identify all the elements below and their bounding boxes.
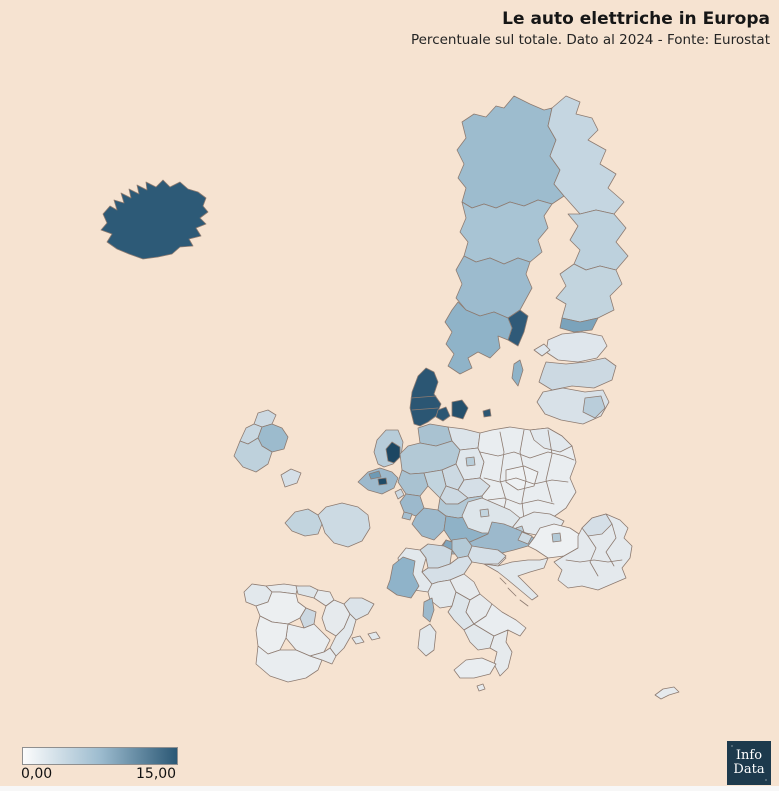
region-spain-andalusia	[255, 645, 323, 683]
border-poland-internal	[479, 429, 575, 520]
border-romania-internal	[565, 523, 623, 577]
region-gotland	[511, 359, 524, 387]
region-berlin	[465, 456, 476, 467]
region-latvia	[538, 357, 617, 391]
legend-gradient-bar	[22, 747, 178, 765]
region-netherlands-dark	[385, 441, 401, 464]
region-finland-lappi	[547, 95, 625, 215]
region-sweden-north	[456, 95, 565, 209]
region-de-nrw	[397, 469, 429, 497]
region-croatia	[483, 557, 549, 601]
region-prague	[479, 508, 490, 518]
region-italy-puglia	[473, 603, 527, 637]
region-finland-south	[555, 263, 623, 323]
croatia-islands	[499, 577, 529, 607]
header: Le auto elettriche in Europa Percentuale…	[411, 9, 770, 48]
logo-line-1: Info	[735, 747, 763, 763]
map-regions	[100, 95, 680, 700]
region-madrid	[299, 607, 317, 629]
region-vilnius	[582, 395, 606, 419]
region-sweden-svealand	[455, 255, 533, 319]
region-denmark-zealand	[451, 399, 469, 420]
region-belgium-antwerp	[368, 470, 382, 480]
region-vienna	[517, 531, 533, 545]
region-romania	[553, 513, 633, 591]
region-cyprus	[654, 686, 680, 700]
region-italy-emilia	[421, 555, 473, 585]
region-sicily	[453, 657, 497, 679]
region-ireland-south	[233, 437, 273, 473]
region-spain-castilemancha	[285, 623, 331, 657]
region-france-north	[280, 468, 302, 488]
legend-min-label: 0,00	[21, 766, 53, 782]
region-luxembourg	[394, 488, 405, 500]
border-denmark-internal	[410, 395, 439, 411]
region-finland-mid	[567, 209, 629, 271]
region-estonia	[545, 331, 608, 363]
region-denmark-funen	[435, 406, 451, 422]
region-italy-veneto	[467, 545, 507, 565]
infodata-logo: Info Data	[727, 741, 771, 785]
legend-max-label: 15,00	[136, 766, 177, 782]
region-brussels	[377, 477, 388, 486]
region-sweden-south	[444, 301, 513, 375]
region-sardinia	[417, 623, 437, 657]
bottom-strip	[0, 786, 779, 791]
region-budapest	[551, 532, 562, 543]
region-poland-central	[505, 465, 539, 491]
region-iceland	[100, 179, 209, 260]
region-finland-helsinki	[559, 317, 599, 333]
region-spain-navarre	[313, 589, 335, 607]
region-corsica	[422, 597, 435, 623]
region-poland-northeast	[529, 427, 573, 453]
region-france-southeast	[386, 556, 420, 599]
region-bornholm	[482, 408, 492, 418]
page-subtitle: Percentuale sul totale. Dato al 2024 - F…	[410, 32, 770, 49]
region-sweden-mid	[459, 199, 553, 265]
page-title: Le auto elettriche in Europa	[502, 9, 770, 29]
region-france-brittany	[284, 508, 323, 537]
logo-decoration-dot	[765, 779, 767, 781]
logo-decoration-dot	[731, 745, 733, 747]
logo-line-2: Data	[733, 762, 765, 777]
region-de-saarland	[401, 511, 413, 521]
region-spain-murcia	[309, 647, 337, 665]
region-malta	[476, 683, 486, 692]
region-italy-lombardy	[419, 543, 453, 569]
region-estonia-islands	[533, 343, 551, 357]
region-balearics	[351, 631, 381, 645]
region-france-loire	[317, 502, 371, 548]
